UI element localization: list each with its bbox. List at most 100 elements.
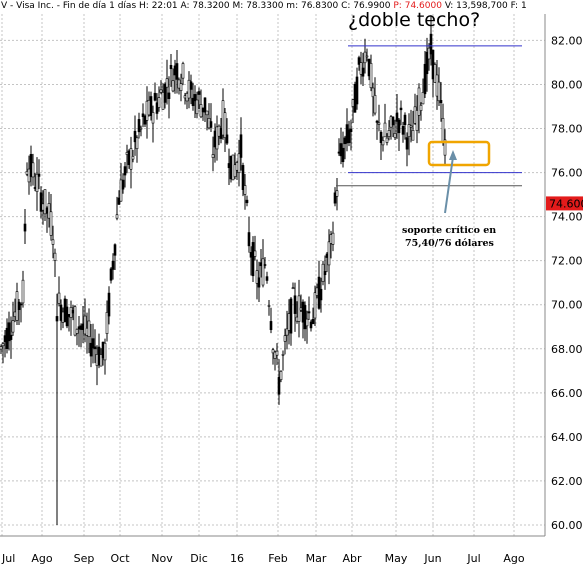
y-tick-label: 70.00 [551,299,583,312]
candle-body [149,96,153,116]
candle-body [313,292,317,319]
candle-body [421,92,425,105]
candle-body [399,107,403,111]
candle-body [113,244,117,256]
candle-body [433,64,437,83]
candle-body [369,63,373,88]
candle-body [75,328,79,334]
candle-body [35,173,39,192]
candle-body [233,164,237,178]
candle-body [385,137,389,143]
candle-body [123,166,127,176]
candle-body [131,156,135,160]
candle-body [225,134,229,144]
x-tick-label: May [385,552,408,565]
y-tick-label: 64.00 [551,431,583,444]
candle-body [103,342,107,361]
candle-body [57,292,61,304]
candle-body [305,318,309,327]
candle-body [111,260,115,270]
candle-body [49,211,53,236]
candle-body [323,271,327,276]
candle-body [77,326,81,330]
candle-body [291,287,295,289]
candle-body [37,173,41,177]
candle-body [91,338,95,349]
candle-body [69,307,73,318]
candle-body [371,87,375,98]
candle-body [403,114,407,126]
candle-body [401,126,405,135]
candle-body [377,122,381,125]
candle-body [177,79,181,89]
candle-body [241,165,245,190]
y-tick-label: 66.00 [551,387,583,400]
x-tick-label: Ago [31,552,53,565]
y-tick-label: 82.00 [551,34,583,47]
candle-body [7,322,11,342]
x-tick-label: Dic [190,552,208,565]
candle-body [9,334,13,340]
candle-body [87,320,91,337]
candle-body [99,354,103,367]
y-tick-label: 78.00 [551,123,583,136]
header-info: V - Visa Inc. - Fin de día 1 días H: 22:… [1,1,527,11]
candle-body [139,127,143,130]
candle-body [437,81,441,102]
candle-body [169,65,173,70]
candle-body [235,162,239,171]
x-tick-label: Nov [151,552,173,565]
candle-body [285,328,289,336]
volume-label: V: [445,1,453,11]
candle-body [205,110,209,116]
candle-body [219,128,223,139]
candle-body [383,122,387,138]
candle-body [71,310,75,314]
candle-body [183,95,187,99]
candle-body [47,203,51,219]
candle-body [119,179,123,202]
candle-body [341,147,345,163]
candle-body [193,94,197,102]
candle-body [255,270,259,284]
price-series [0,15,447,525]
candle-body [395,112,399,122]
candle-body [365,55,369,58]
level-lines [336,45,522,187]
y-tick-label: 80.00 [551,78,583,91]
header-symbol: V [1,1,8,11]
candle-body [407,124,411,137]
candle-body [349,128,353,133]
candle-body [5,327,9,349]
candle-body [167,92,171,99]
candle-body [319,288,323,301]
candle-body [265,276,269,281]
candle-body [307,311,311,314]
grid [0,14,545,536]
price-badge [546,196,583,211]
low-value: 76.8300 [301,1,338,11]
candle-body [379,131,383,143]
candle-body [419,104,423,111]
f-value: 1 [521,1,527,11]
x-tick-label: Abr [342,552,362,565]
candle-body [0,346,3,350]
candle-body [11,320,15,333]
candle-body [83,315,87,335]
x-tick-label: Oct [110,552,130,565]
candle-body [309,321,313,329]
candle-body [311,319,315,325]
candle-body [375,120,379,123]
candle-body [355,76,359,105]
candle-body [429,33,433,55]
price-value: 74.6000 [405,1,442,11]
y-tick-label: 74.00 [551,211,583,224]
candle-body [97,346,101,366]
x-tick-label: Sep [74,552,95,565]
candle-body [201,107,205,113]
candle-body [135,137,139,150]
support-arrow-shaft [444,156,454,214]
candle-body [283,335,287,342]
